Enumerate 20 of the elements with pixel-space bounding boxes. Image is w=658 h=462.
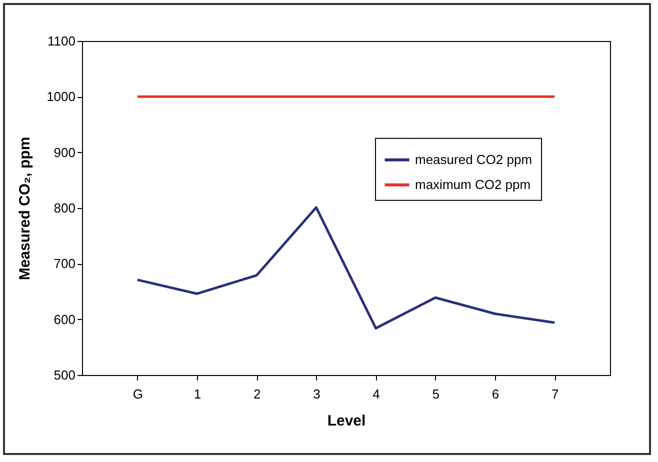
x-tick-label: 4 <box>372 386 380 402</box>
y-tick-label: 1100 <box>48 34 76 48</box>
y-tick-label: 600 <box>54 312 76 327</box>
x-axis-title: Level <box>327 412 366 430</box>
y-tick-label: 500 <box>54 368 76 382</box>
y-tick-label: 1000 <box>46 89 76 104</box>
x-tick-label: 5 <box>432 386 440 402</box>
legend-label: maximum CO2 ppm <box>415 176 531 192</box>
y-tick-label: 800 <box>54 200 76 216</box>
y-tick-label: 700 <box>54 256 76 272</box>
x-tick-label: 3 <box>313 386 320 402</box>
x-tick-label: 1 <box>194 386 202 402</box>
y-tick-label: 900 <box>54 144 76 160</box>
y-axis-title: Measured CO₂, ppm <box>16 136 34 280</box>
line-series <box>136 206 556 330</box>
x-tick-label: G <box>132 386 143 402</box>
legend-label: measured CO2 ppm <box>415 152 532 167</box>
x-tick-label: 7 <box>551 386 559 402</box>
x-tick-label: 2 <box>253 386 261 402</box>
x-tick-label: 6 <box>492 386 500 402</box>
